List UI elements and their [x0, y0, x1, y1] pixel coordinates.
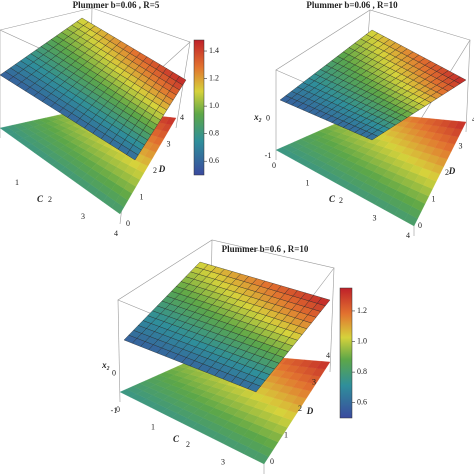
panel-title: Plummer b=0.06 , R=5 [73, 0, 160, 10]
xticks-label: 0 [272, 161, 276, 170]
colorbar-tick-label: 0.8 [209, 129, 219, 138]
yticks-label: 3 [459, 141, 463, 150]
panel-title: Plummer b=0.06 , R=10 [306, 0, 398, 10]
plot-box-edge [329, 267, 335, 373]
zticks-label: -1 [265, 151, 272, 160]
xticks-label: 3 [221, 457, 225, 466]
yticks-label: 1 [140, 192, 144, 201]
y-axis-label: D [448, 166, 456, 176]
panel: Plummer b=0.6 , R=100123401234CD-10x₂0.6… [101, 239, 367, 474]
yticks-label: 1 [284, 430, 288, 439]
xticks-label: 1 [306, 178, 310, 187]
surface-cell [454, 121, 467, 130]
colorbar-tick-label: 1.0 [357, 336, 367, 345]
colorbar [193, 39, 205, 176]
z-axis-label: x₂ [101, 360, 110, 370]
yticks-label: 0 [418, 221, 422, 230]
surface-cell [316, 297, 331, 306]
xticks-label: 3 [373, 213, 377, 222]
colorbar [339, 287, 353, 419]
yticks-label: 4 [326, 351, 330, 360]
yticks-label: 1 [432, 194, 436, 203]
xticks-label: 2 [186, 440, 190, 449]
yticks-label: 2 [298, 404, 302, 413]
colorbar-tick-label: 0.6 [209, 156, 219, 165]
xticks-label: 3 [81, 212, 85, 221]
x-axis-label: C [173, 434, 180, 444]
xticks-label: 4 [406, 231, 410, 240]
colorbar-tick-label: 0.8 [357, 367, 367, 376]
yticks-label: 4 [180, 113, 184, 122]
y-axis-label: D [306, 406, 314, 416]
colorbar-tick-label: 1.0 [209, 101, 219, 110]
yticks-label: 0 [270, 457, 274, 466]
z-axis-label: x₂ [253, 112, 262, 122]
x-axis-label: C [329, 194, 336, 204]
x-axis-label: C [37, 194, 44, 204]
panel: Plummer b=0.06 , R=5123401234CD0.60.81.0… [0, 0, 219, 238]
zticks-label: 0 [266, 114, 270, 123]
yticks-label: 3 [312, 377, 316, 386]
colorbar-tick-label: 0.6 [357, 398, 367, 407]
plot-box-edge [465, 39, 471, 133]
xticks-label: 2 [339, 196, 343, 205]
yticks-label: 2 [153, 166, 157, 175]
colorbar-tick-label: 1.2 [209, 73, 219, 82]
yticks-label: 0 [126, 219, 130, 228]
surface-cell [316, 361, 331, 370]
plot-box-edge [117, 299, 121, 403]
surface-cell [453, 76, 467, 84]
zticks-label: -1 [111, 406, 118, 415]
surface-cell [175, 75, 187, 86]
colorbar-tick-label: 1.4 [209, 46, 219, 55]
xticks-label: 4 [114, 229, 118, 238]
colorbar-tick-label: 1.2 [357, 306, 367, 315]
panel-title: Plummer b=0.6 , R=10 [222, 244, 309, 254]
xticks-label: 0 [116, 405, 120, 414]
zticks-label: 0 [112, 369, 116, 378]
yticks-label: 4 [472, 115, 474, 124]
yticks-label: 2 [445, 168, 449, 177]
yticks-label: 3 [167, 139, 171, 148]
xticks-label: 2 [48, 195, 52, 204]
xticks-label: 1 [151, 422, 155, 431]
y-axis-label: D [158, 164, 166, 174]
xticks-label: 1 [15, 178, 19, 187]
surface-cell [165, 117, 177, 126]
